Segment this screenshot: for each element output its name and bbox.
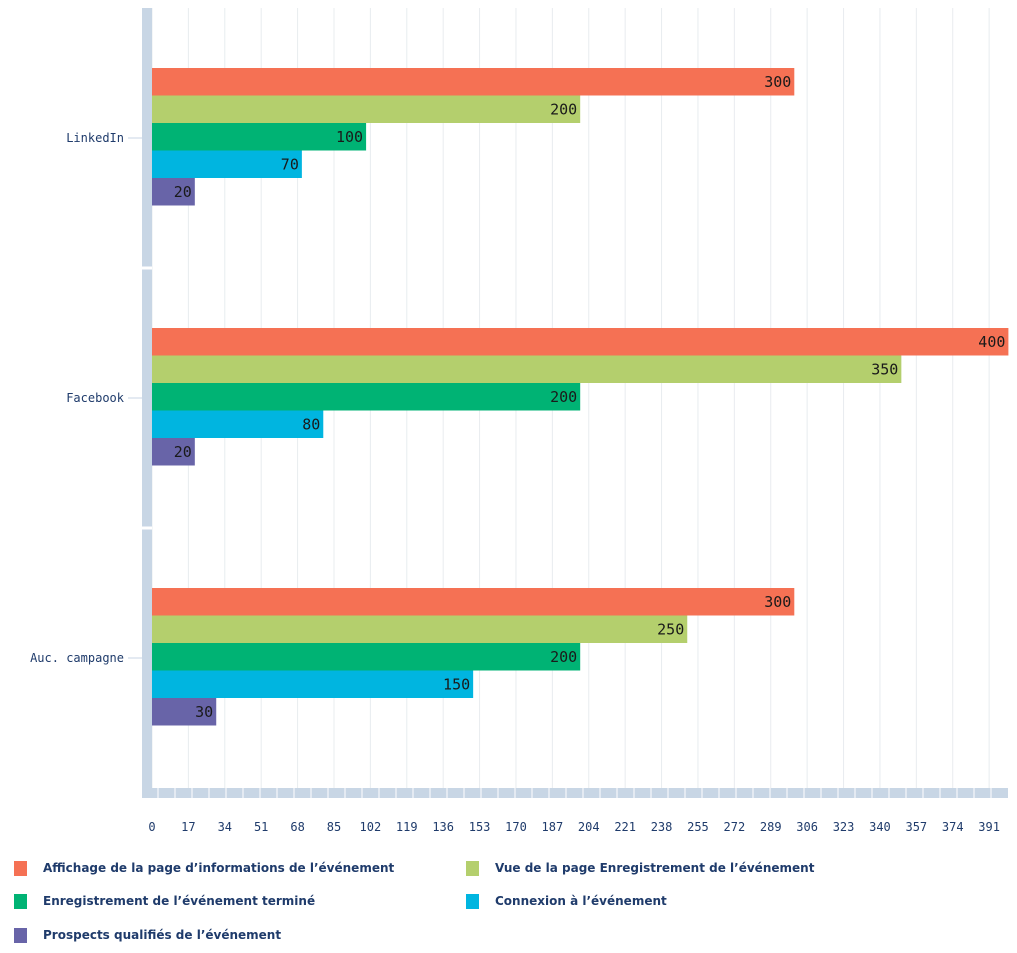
bar [152, 438, 195, 466]
x-tick-label: 204 [578, 820, 600, 834]
legend-item[interactable]: Connexion à l’événement [466, 891, 667, 911]
category-label: Facebook [66, 391, 125, 405]
legend-label: Vue de la page Enregistrement de l’événe… [495, 861, 815, 875]
x-tick-label: 187 [542, 820, 564, 834]
data-label: 250 [657, 620, 684, 638]
x-tick-label: 289 [760, 820, 782, 834]
x-tick-label: 306 [796, 820, 818, 834]
bar-chart-svg: 3002001007020400350200802030025020015030… [30, 8, 1009, 834]
legend-item[interactable]: Vue de la page Enregistrement de l’événe… [466, 858, 814, 878]
legend-swatch [14, 927, 27, 943]
x-tick-label: 102 [360, 820, 382, 834]
data-label: 300 [764, 593, 791, 611]
legend-label: Connexion à l’événement [495, 894, 667, 908]
legend-swatch [14, 860, 27, 876]
x-tick-label: 391 [978, 820, 1000, 834]
x-tick-label: 153 [469, 820, 491, 834]
x-tick-label: 340 [869, 820, 891, 834]
x-tick-label: 221 [614, 820, 636, 834]
legend-label: Affichage de la page d’informations de l… [43, 861, 395, 875]
legend-label: Enregistrement de l’événement terminé [43, 894, 316, 908]
x-tick-label: 136 [432, 820, 454, 834]
bars [152, 68, 1009, 726]
data-label: 20 [174, 443, 192, 461]
bar [152, 410, 324, 438]
x-axis-bar [142, 788, 1008, 798]
legend-item[interactable]: Enregistrement de l’événement terminé [14, 891, 315, 911]
legend-label: Prospects qualifiés de l’événement [43, 928, 282, 942]
axes [142, 8, 1008, 798]
category-label: LinkedIn [66, 131, 124, 145]
data-label: 200 [550, 100, 577, 118]
data-label: 300 [764, 73, 791, 91]
category-label: Auc. campagne [30, 651, 124, 665]
bar [152, 95, 581, 123]
x-tick-label: 374 [942, 820, 964, 834]
x-tick-label: 119 [396, 820, 418, 834]
data-label: 70 [281, 155, 299, 173]
legend-swatch [466, 893, 479, 909]
data-label: 150 [443, 675, 470, 693]
data-label: 200 [550, 388, 577, 406]
legend-swatch [14, 893, 27, 909]
bar [152, 68, 795, 96]
data-label: 400 [978, 333, 1005, 351]
x-tick-label: 272 [724, 820, 746, 834]
x-tick-label: 238 [651, 820, 673, 834]
x-tick-labels: 0 17 34 51 68 85 102 119 136 153 170 187 204 221 238 25… [148, 820, 1000, 834]
y-axis-bar [142, 8, 152, 790]
x-tick-label: 85 [327, 820, 341, 834]
x-tick-label: 323 [833, 820, 855, 834]
x-tick-label: 255 [687, 820, 709, 834]
data-label: 350 [871, 360, 898, 378]
x-tick-label: 68 [290, 820, 304, 834]
x-tick-label: 357 [905, 820, 927, 834]
data-label: 80 [302, 415, 320, 433]
data-label: 200 [550, 648, 577, 666]
legend-item[interactable]: Prospects qualifiés de l’événement [14, 925, 281, 945]
bar [152, 615, 688, 643]
bar [152, 383, 581, 411]
data-labels: 300 200 100 70 20 400 350 200 80 20 300 250 200 150 30 [174, 73, 1006, 721]
bar [152, 698, 217, 726]
category-labels: LinkedIn Facebook Auc. campagne [30, 131, 142, 665]
x-tick-label: 170 [505, 820, 527, 834]
bar [152, 150, 302, 178]
legend-swatch [466, 860, 479, 876]
bar [152, 670, 474, 698]
x-tick-label: 51 [254, 820, 268, 834]
data-label: 30 [195, 703, 213, 721]
x-tick-label: 34 [218, 820, 232, 834]
bar [152, 123, 367, 151]
x-tick-label: 0 [148, 820, 155, 834]
bar [152, 355, 902, 383]
data-label: 20 [174, 183, 192, 201]
bar [152, 178, 195, 206]
x-tick-label: 17 [181, 820, 195, 834]
bar [152, 643, 581, 671]
data-label: 100 [336, 128, 363, 146]
bar [152, 328, 1009, 356]
bar [152, 588, 795, 616]
legend-item[interactable]: Affichage de la page d’informations de l… [14, 858, 394, 878]
